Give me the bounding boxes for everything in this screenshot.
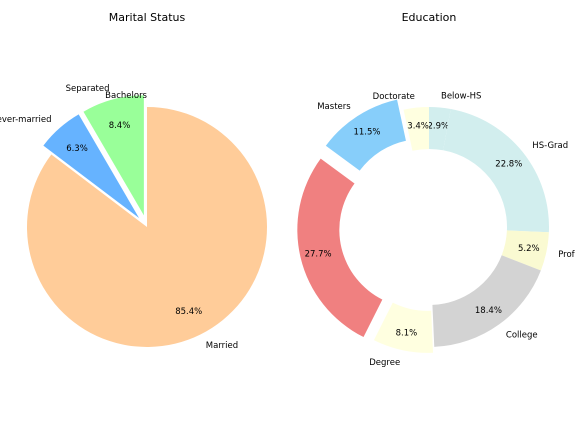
marital-pct-label-never-married: 6.3% — [66, 144, 88, 154]
education-pct-label-prof: 5.2% — [518, 244, 540, 254]
education-pct-label-college: 18.4% — [475, 306, 502, 316]
education-slice-degree — [373, 302, 434, 353]
education-slice-doctorate — [403, 107, 429, 151]
education-pct-label-degree: 8.1% — [396, 329, 418, 339]
education-pct-label-masters: 11.5% — [353, 127, 380, 137]
education-donut: 2.9% Below-HS 22.8% HS-Grad 5.2% Prof 18.4% Col… — [297, 11, 576, 368]
education-pct-label-hs-grad: 22.8% — [495, 160, 522, 170]
education-slice-slice-5 — [297, 158, 383, 338]
education-label-below-hs: Below-HS — [441, 92, 481, 102]
education-pct-label-slice-5: 27.7% — [305, 250, 332, 260]
education-label-doctorate: Doctorate — [373, 92, 415, 102]
education-label-prof: Prof — [558, 250, 575, 260]
education-label-degree: Degree — [369, 358, 400, 368]
education-slice-prof — [501, 230, 549, 271]
education-slice-college — [432, 255, 541, 347]
education-pct-label-below-hs: 2.9% — [427, 121, 449, 131]
marital-pct-label-separated: 8.4% — [109, 121, 131, 131]
marital-slice-married — [27, 107, 267, 347]
marital-label-bachelors: Bachelors — [105, 91, 147, 101]
education-label-hs-grad: HS-Grad — [532, 141, 568, 151]
education-slice-masters — [325, 99, 406, 171]
marital-label-separated: Separated — [66, 84, 110, 94]
education-slice-below-hs — [429, 107, 451, 151]
education-title: Education — [402, 11, 457, 24]
education-label-college: College — [506, 330, 538, 340]
marital-status-title: Marital Status — [109, 11, 186, 24]
marital-label-never-married: Never-married — [0, 115, 52, 125]
education-pct-label-doctorate: 3.4% — [407, 122, 429, 132]
marital-label-married: Married — [206, 341, 238, 351]
marital-pct-label-married: 85.4% — [175, 307, 202, 317]
education-label-masters: Masters — [317, 102, 351, 112]
marital-slice-separated — [83, 95, 144, 216]
marital-slice-never-married — [43, 114, 140, 219]
marital-status-pie: 85.4% Married 6.3% Never-married 8.4% Separat… — [0, 11, 267, 351]
education-slice-hs-grad — [443, 108, 550, 233]
